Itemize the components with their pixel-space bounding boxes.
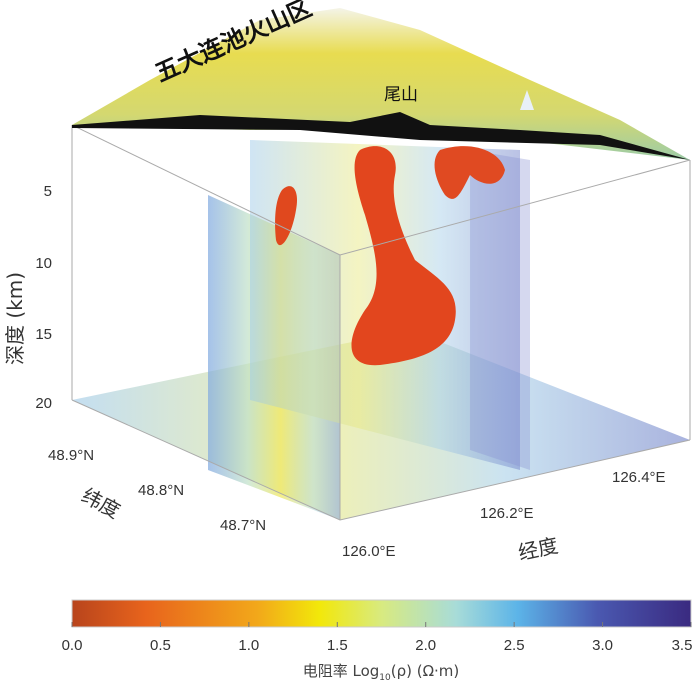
depth-tick: 20 [35, 395, 52, 412]
weishan-label: 尾山 [384, 85, 418, 105]
conductive-anomaly-branch [434, 146, 505, 199]
colorbar-label: 电阻率 Log10(ρ) (Ω·m) [303, 662, 460, 683]
colorbar-label-sub: 10 [379, 673, 391, 683]
colorbar-label-prefix: 电阻率 Log [303, 662, 380, 680]
colorbar-ticks: 0.0 0.5 1.0 1.5 2.0 2.5 3.0 3.5 [62, 622, 693, 654]
volcano-cone-icon [520, 90, 534, 110]
colorbar-tick-label: 2.5 [504, 637, 525, 654]
colorbar-tick-label: 2.0 [415, 637, 436, 654]
depth-tick: 15 [35, 326, 52, 343]
lon-tick: 126.2°E [480, 505, 534, 522]
lat-tick: 48.8°N [138, 482, 184, 499]
depth-axis-label: 深度 (km) [3, 272, 27, 365]
colorbar [71, 599, 692, 628]
colorbar-tick-label: 3.0 [592, 637, 613, 654]
longitude-axis-label: 经度 [516, 533, 560, 565]
colorbar-tick-label: 3.5 [672, 637, 693, 654]
colorbar-tick-label: 1.5 [327, 637, 348, 654]
depth-ticks: 5 10 15 20 [35, 183, 52, 412]
depth-tick: 5 [44, 183, 52, 200]
lat-tick: 48.9°N [48, 447, 94, 464]
conductive-anomaly-body [351, 146, 456, 366]
colorbar-label-suffix: (ρ) (Ω·m) [391, 662, 460, 680]
right-slice [470, 150, 530, 470]
lat-tick: 48.7°N [220, 517, 266, 534]
colorbar-tick-label: 0.0 [62, 637, 83, 654]
latitude-axis-label: 纬度 [78, 483, 125, 523]
colorbar-tick-label: 0.5 [150, 637, 171, 654]
lon-tick: 126.0°E [342, 543, 396, 560]
lon-tick: 126.4°E [612, 469, 666, 486]
terrain-edge [72, 112, 690, 160]
colorbar-tick-label: 1.0 [238, 637, 259, 654]
axes-box [71, 124, 691, 521]
depth-tick: 10 [35, 255, 52, 272]
conductive-anomaly-small [275, 186, 298, 246]
